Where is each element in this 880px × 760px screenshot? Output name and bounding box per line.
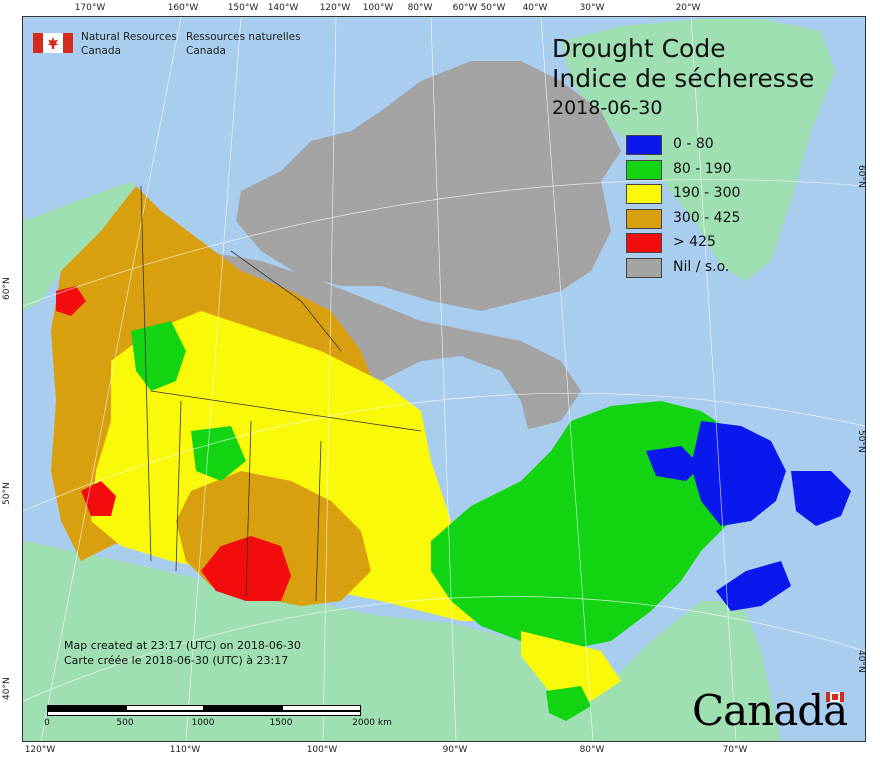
map-date: 2018-06-30 [552, 97, 663, 119]
zone-190-300-ontario [521, 631, 621, 706]
created-note-en: Map created at 23:17 (UTC) on 2018-06-30 [64, 639, 301, 652]
alaska-land [23, 181, 141, 311]
legend-swatch [626, 135, 662, 155]
scale-label: 1500 [269, 718, 293, 728]
graticule-label-bottom: 80°W [579, 745, 605, 755]
legend-label: > 425 [673, 234, 716, 250]
graticule-label-top: 60°W [452, 3, 478, 13]
publisher-fr-line1: Ressources naturelles [186, 31, 301, 43]
zone-0-80-newfoundland [791, 471, 851, 526]
graticule-label-top: 160°W [167, 3, 199, 13]
publisher-en-line1: Natural Resources [81, 31, 177, 43]
legend-swatch [626, 233, 662, 253]
zone-0-80-maritimes [716, 561, 791, 611]
graticule-label-right: 40°N [856, 650, 866, 673]
legend-swatch [626, 159, 662, 180]
graticule-label-top: 20°W [675, 3, 701, 13]
graticule-label-top: 40°W [522, 3, 548, 13]
map-frame [22, 16, 866, 742]
graticule [23, 17, 865, 741]
legend-label: 80 - 190 [673, 160, 732, 177]
legend-label: 300 - 425 [673, 209, 741, 226]
graticule-label-right: 50°N [856, 430, 866, 453]
graticule-label-top: 100°W [362, 3, 394, 13]
legend-swatch [626, 184, 662, 204]
wordmark-text: Canada [692, 686, 848, 735]
zone-0-80-ungava [646, 446, 701, 481]
map-title-fr: Indice de sécheresse [552, 64, 815, 93]
graticule-label-top: 140°W [267, 3, 299, 13]
canada-wordmark: Canada [692, 686, 848, 735]
publisher-en: Natural Resources Canada [81, 30, 177, 58]
arctic-islands [236, 61, 621, 311]
legend-label: 0 - 80 [673, 136, 714, 152]
scale-label: 500 [116, 718, 134, 728]
zone-80-190-southon [546, 686, 591, 721]
zone-gt-425-sask [201, 536, 291, 601]
publisher-en-line2: Canada [81, 45, 121, 57]
created-note-fr: Carte créée le 2018-06-30 (UTC) à 23:17 [64, 654, 289, 667]
graticule-label-top: 80°W [407, 3, 433, 13]
graticule-label-left: 60°N [2, 277, 12, 300]
canada-flag-icon [33, 33, 73, 53]
graticule-label-bottom: 90°W [442, 745, 468, 755]
graticule-label-left: 50°N [2, 482, 12, 505]
drought-code-map [23, 17, 865, 741]
scale-label: 2000 km [352, 718, 392, 728]
legend-label: 190 - 300 [673, 185, 741, 201]
scale-label: 0 [44, 718, 50, 728]
graticule-label-top: 120°W [319, 3, 351, 13]
graticule-label-top: 50°W [480, 3, 506, 13]
graticule-label-bottom: 110°W [169, 745, 201, 755]
zone-gt-425-nbc [56, 286, 86, 316]
map-title-en: Drought Code [552, 34, 726, 63]
zone-0-80-labrador [691, 421, 786, 526]
graticule-label-bottom: 120°W [24, 745, 56, 755]
scale-bar [47, 705, 361, 716]
legend-label: Nil / s.o. [673, 258, 730, 275]
zone-80-190-ab [191, 426, 246, 481]
graticule-label-top: 150°W [227, 3, 259, 13]
graticule-label-top: 170°W [74, 3, 106, 13]
province-boundaries [140, 185, 422, 602]
graticule-label-bottom: 100°W [306, 745, 338, 755]
graticule-label-bottom: 70°W [722, 745, 748, 755]
wordmark-flag-icon [826, 692, 844, 702]
publisher-fr: Ressources naturelles Canada [186, 30, 301, 58]
legend-swatch [626, 257, 662, 278]
graticule-label-right: 60°N [856, 165, 866, 188]
greenland-land [561, 19, 835, 281]
publisher-fr-line2: Canada [186, 45, 226, 57]
graticule-label-left: 40°N [2, 677, 12, 700]
graticule-label-top: 30°W [579, 3, 605, 13]
scale-label: 1000 [191, 718, 215, 728]
legend-swatch [626, 208, 662, 229]
